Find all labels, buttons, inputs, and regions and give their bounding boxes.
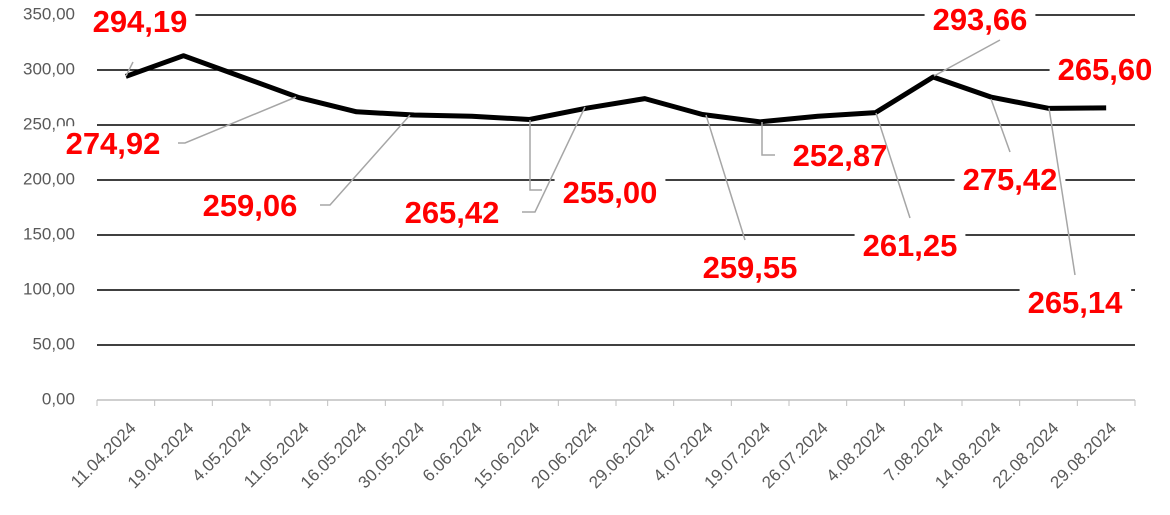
leader-line bbox=[522, 106, 586, 213]
data-label: 293,66 bbox=[933, 2, 1028, 37]
data-label-group: 259,55 bbox=[694, 250, 806, 286]
leader-line bbox=[761, 122, 775, 156]
leader-line bbox=[1048, 107, 1076, 276]
data-label: 261,25 bbox=[863, 228, 958, 263]
data-label-group: 265,14 bbox=[1019, 285, 1132, 321]
data-label-group: 252,87 bbox=[784, 138, 896, 174]
y-tick-label: 150,00 bbox=[23, 224, 75, 243]
data-label: 252,87 bbox=[793, 138, 888, 173]
data-label-group: 275,42 bbox=[954, 162, 1066, 198]
label-bg bbox=[694, 250, 806, 286]
y-tick-label: 0,00 bbox=[42, 389, 75, 408]
leader-line bbox=[705, 114, 746, 241]
data-label: 255,00 bbox=[563, 175, 658, 210]
y-tick-label: 350,00 bbox=[23, 4, 75, 23]
leader-line bbox=[933, 39, 1001, 77]
label-bg bbox=[554, 175, 666, 211]
data-label-group: 265,42 bbox=[396, 195, 508, 231]
data-label: 294,19 bbox=[93, 4, 188, 39]
line bbox=[124, 53, 1107, 125]
data-label-group: 294,19 bbox=[84, 4, 196, 40]
label-bg bbox=[396, 195, 508, 231]
y-tick-label: 100,00 bbox=[23, 279, 75, 298]
leader-line bbox=[320, 114, 411, 206]
label-bg bbox=[954, 162, 1066, 198]
data-label-group: 261,25 bbox=[854, 228, 966, 264]
leader-line bbox=[990, 98, 1011, 153]
label-bg bbox=[1019, 285, 1132, 321]
label-bg bbox=[854, 228, 966, 264]
y-tick-label: 300,00 bbox=[23, 59, 75, 78]
label-bg bbox=[84, 4, 196, 40]
label-bg bbox=[1049, 52, 1161, 88]
leader-line bbox=[125, 61, 134, 77]
leader-line bbox=[529, 120, 542, 191]
data-label-group: 259,06 bbox=[194, 188, 306, 224]
data-label: 265,14 bbox=[1028, 285, 1124, 320]
data-label-group: 274,92 bbox=[57, 126, 169, 162]
data-label: 275,42 bbox=[963, 162, 1058, 197]
data-label: 259,06 bbox=[203, 188, 298, 223]
label-bg bbox=[924, 2, 1036, 38]
x-tick-label: 4.08.2024 bbox=[823, 419, 890, 486]
label-bg bbox=[784, 138, 896, 174]
data-label: 274,92 bbox=[66, 126, 161, 161]
data-label-group: 255,00 bbox=[554, 175, 666, 211]
label-bg bbox=[57, 126, 169, 162]
data-label-group: 293,66 bbox=[924, 2, 1036, 38]
data-label: 265,60 bbox=[1058, 52, 1153, 87]
y-tick-label: 50,00 bbox=[32, 334, 75, 353]
leader-line bbox=[875, 112, 911, 219]
data-label: 259,55 bbox=[703, 250, 798, 285]
y-tick-label: 200,00 bbox=[23, 169, 75, 188]
data-label: 265,42 bbox=[405, 195, 500, 230]
label-bg bbox=[194, 188, 306, 224]
data-label-group: 265,60 bbox=[1049, 52, 1161, 88]
leader-line bbox=[178, 96, 297, 144]
